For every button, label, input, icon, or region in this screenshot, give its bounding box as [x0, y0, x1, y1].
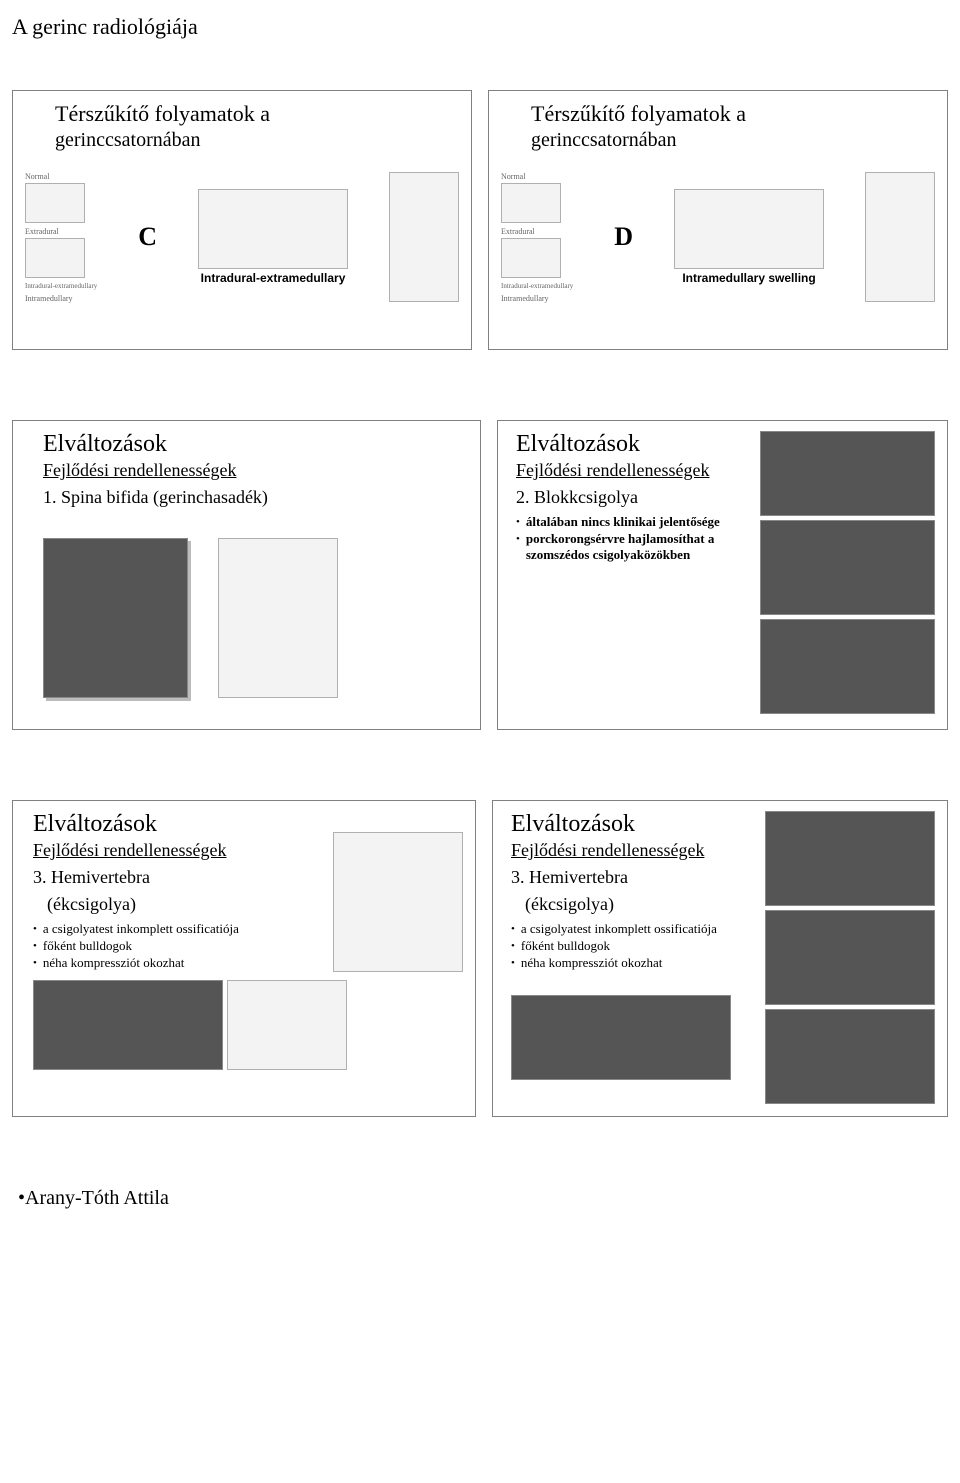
bullet-icon: •	[33, 921, 37, 937]
slide-3-item: 1. Spina bifida (gerinchasadék)	[43, 487, 468, 508]
xray-image-icon	[765, 1009, 935, 1104]
bullet-text: általában nincs klinikai jelentősége	[526, 514, 720, 530]
slide-1-caption: Intradural-extramedullary	[201, 271, 346, 285]
slide-3-subsection: Fejlődési rendellenességek	[43, 460, 468, 481]
bullet-text: porckorongsérvre hajlamosíthat a szomszé…	[526, 531, 760, 563]
slide-4-subsection: Fejlődési rendellenességek	[516, 460, 760, 481]
spine-diagram-icon	[227, 980, 347, 1070]
bullet-text: főként bulldogok	[43, 938, 132, 954]
xray-image-icon	[765, 811, 935, 906]
label-intramedullary: Intramedullary	[25, 294, 97, 303]
bullet-icon: •	[511, 921, 515, 937]
vertebra-top-icon	[389, 172, 459, 302]
label-intradural: Intradural-extramedullary	[501, 282, 573, 290]
xray-image-icon	[760, 619, 935, 714]
cross-section-icon	[25, 238, 85, 278]
diagram-letter-c: C	[138, 222, 157, 252]
slide-row-1: Térszűkítő folyamatok a gerinccsatornába…	[12, 90, 948, 350]
vertebra-side-icon	[198, 189, 348, 269]
bullet-icon: •	[511, 955, 515, 971]
xray-image-icon	[33, 980, 223, 1070]
bullet-icon: •	[516, 514, 520, 530]
slide-row-3: Elváltozások Fejlődési rendellenességek …	[12, 800, 948, 1117]
slide-5-paren: (ékcsigolya)	[47, 894, 333, 915]
bullet-text: főként bulldogok	[521, 938, 610, 954]
slide-3-section: Elváltozások	[43, 431, 468, 458]
slide-2: Térszűkítő folyamatok a gerinccsatornába…	[488, 90, 948, 350]
bullet-icon: •	[33, 938, 37, 954]
slide-4-item: 2. Blokkcsigolya	[516, 487, 760, 508]
slide-6-bullets: • a csigolyatest inkomplett ossificatiója…	[511, 921, 765, 971]
slide-1: Térszűkítő folyamatok a gerinccsatornába…	[12, 90, 472, 350]
cross-section-icon	[501, 238, 561, 278]
slide-6-subsection: Fejlődési rendellenességek	[511, 840, 765, 861]
xray-image-icon	[760, 431, 935, 516]
cross-section-icon	[501, 183, 561, 223]
bullet-text: néha kompressziót okozhat	[43, 955, 185, 971]
slide-2-caption: Intramedullary swelling	[682, 271, 815, 285]
xray-image-icon	[43, 538, 188, 698]
cross-section-icon	[25, 183, 85, 223]
slide-6-section: Elváltozások	[511, 811, 765, 838]
xray-image-icon	[760, 520, 935, 615]
vertebra-side-icon	[674, 189, 824, 269]
slide-2-diagrams: Normal Extradural Intradural-extramedull…	[501, 170, 935, 303]
xray-image-icon	[765, 910, 935, 1005]
slide-5-subsection: Fejlődési rendellenességek	[33, 840, 333, 861]
label-normal: Normal	[25, 172, 97, 181]
bullet-icon: •	[33, 955, 37, 971]
slide-3: Elváltozások Fejlődési rendellenességek …	[12, 420, 481, 730]
slide-4-bullets: • általában nincs klinikai jelentősége • p…	[516, 514, 760, 563]
label-normal: Normal	[501, 172, 573, 181]
slide-5: Elváltozások Fejlődési rendellenességek …	[12, 800, 476, 1117]
slide-1-title: Térszűkítő folyamatok a	[55, 101, 459, 127]
slide-4: Elváltozások Fejlődési rendellenességek …	[497, 420, 948, 730]
spine-diagram-icon	[333, 832, 463, 972]
slide-2-subtitle: gerinccsatornában	[531, 129, 935, 152]
spine-diagram-icon	[218, 538, 338, 698]
page-title: A gerinc radiológiája	[12, 14, 948, 40]
vertebra-top-icon	[865, 172, 935, 302]
slide-6: Elváltozások Fejlődési rendellenességek …	[492, 800, 948, 1117]
bullet-text: a csigolyatest inkomplett ossificatiója	[43, 921, 239, 937]
slide-5-item: 3. Hemivertebra	[33, 867, 333, 888]
label-intradural: Intradural-extramedullary	[25, 282, 97, 290]
slide-5-bullets: • a csigolyatest inkomplett ossificatiója…	[33, 921, 333, 971]
bullet-text: a csigolyatest inkomplett ossificatiója	[521, 921, 717, 937]
diagram-letter-d: D	[614, 222, 633, 252]
xray-image-icon	[511, 995, 731, 1080]
slide-4-section: Elváltozások	[516, 431, 760, 458]
bullet-text: néha kompressziót okozhat	[521, 955, 663, 971]
slide-6-paren: (ékcsigolya)	[525, 894, 765, 915]
bullet-icon: •	[511, 938, 515, 954]
bullet-icon: •	[516, 531, 520, 547]
label-extradural: Extradural	[501, 227, 573, 236]
page-footer: •Arany-Tóth Attila	[18, 1187, 948, 1210]
slide-5-section: Elváltozások	[33, 811, 333, 838]
slide-1-diagrams: Normal Extradural Intradural-extramedull…	[25, 170, 459, 303]
label-extradural: Extradural	[25, 227, 97, 236]
slide-row-2: Elváltozások Fejlődési rendellenességek …	[12, 420, 948, 730]
slide-6-item: 3. Hemivertebra	[511, 867, 765, 888]
label-intramedullary: Intramedullary	[501, 294, 573, 303]
slide-1-subtitle: gerinccsatornában	[55, 129, 459, 152]
slide-2-title: Térszűkítő folyamatok a	[531, 101, 935, 127]
